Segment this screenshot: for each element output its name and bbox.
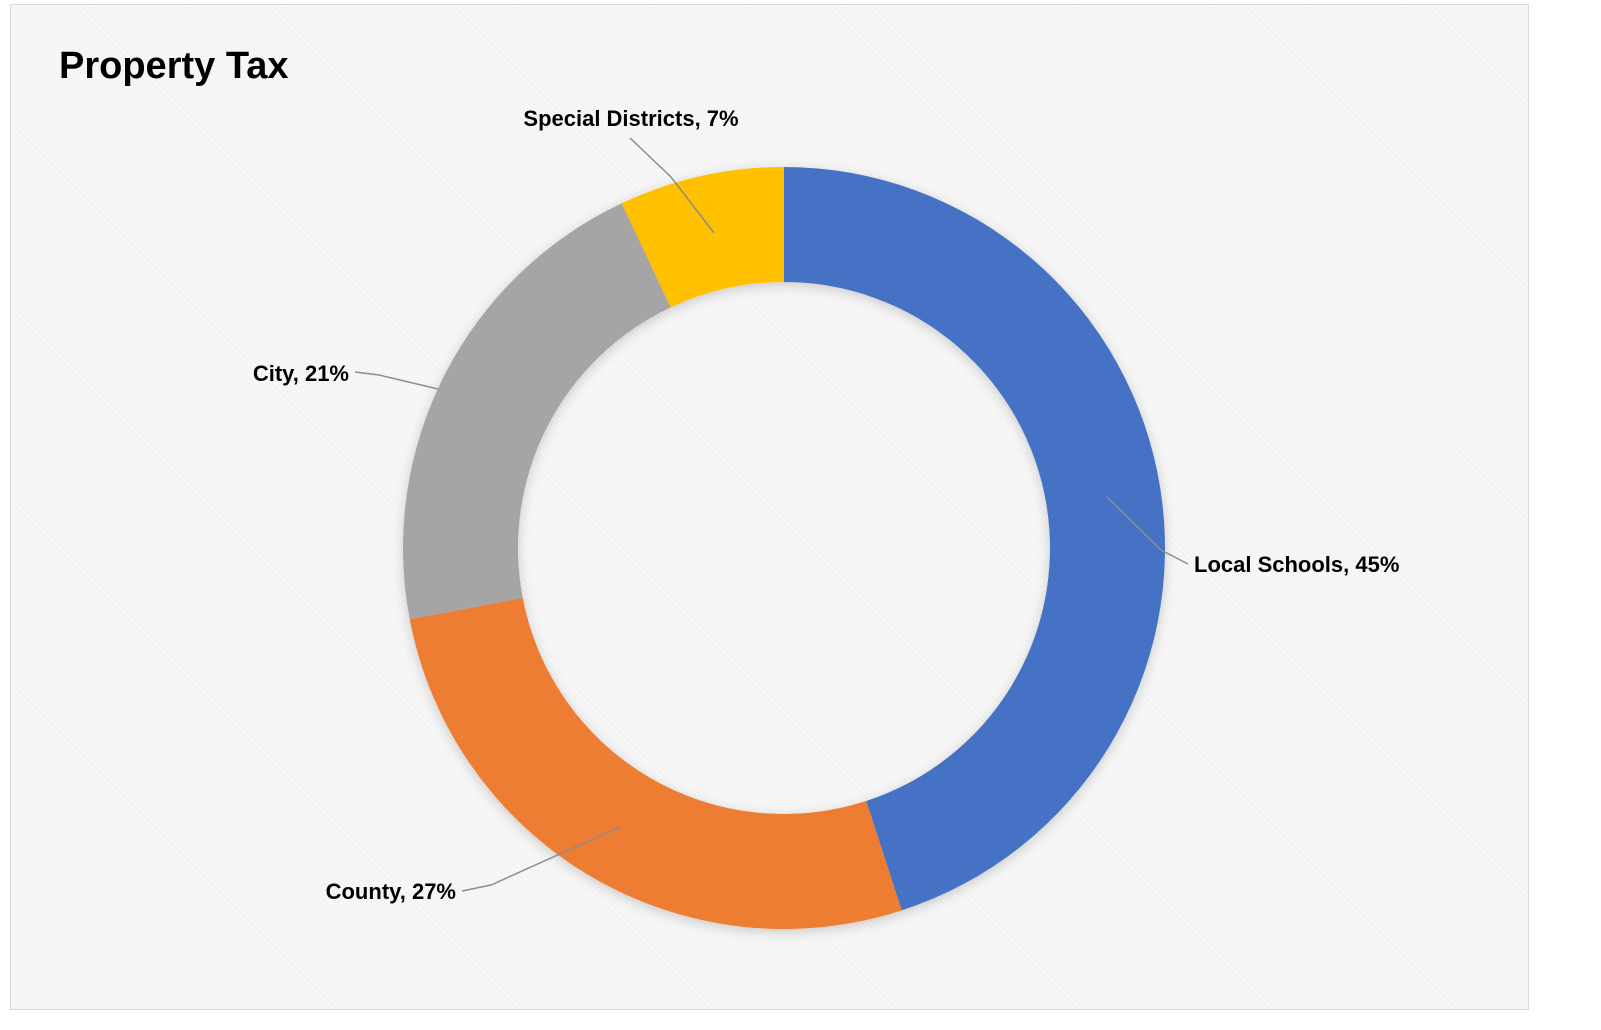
- data-label-county: County, 27%: [326, 879, 456, 904]
- data-label-local-schools: Local Schools, 45%: [1194, 552, 1399, 577]
- leader-line-special-districts: [629, 137, 715, 234]
- data-label-city: City, 21%: [253, 361, 349, 386]
- leader-line-county: [461, 826, 621, 892]
- slice-city: [403, 203, 671, 620]
- leader-line-city: [354, 371, 439, 390]
- donut-chart: Local Schools, 45% County, 27% City, 21% Sp…: [253, 106, 1400, 929]
- chart-area: Property Tax Local Schools, 45% County, 2…: [10, 4, 1529, 1010]
- data-label-special-districts: Special Districts, 7%: [523, 106, 738, 131]
- leader-lines: [354, 137, 1189, 892]
- data-labels: Local Schools, 45% County, 27% City, 21% Sp…: [253, 106, 1400, 904]
- slice-county: [409, 597, 902, 929]
- slice-special-districts: [621, 167, 784, 308]
- chart-title: Property Tax: [59, 45, 289, 87]
- slice-local-schools: [784, 167, 1165, 911]
- donut-slices: [403, 167, 1165, 929]
- leader-line-local-schools: [1106, 496, 1189, 565]
